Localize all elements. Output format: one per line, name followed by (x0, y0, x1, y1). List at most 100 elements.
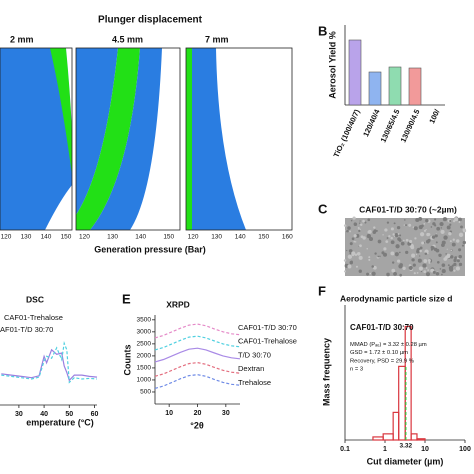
texture (454, 217, 459, 222)
x-tick-label: 120 (1, 234, 12, 241)
texture (351, 237, 355, 241)
x-axis-label: °2θ (190, 420, 204, 430)
histogram-bar (372, 436, 384, 441)
texture (390, 240, 395, 245)
texture (415, 253, 418, 256)
texture (458, 221, 461, 224)
texture (358, 229, 361, 233)
annotation: GSD = 1.72 ± 0.10 µm (350, 350, 408, 356)
histogram-bar (416, 438, 426, 441)
panel-title: Plunger displacement (98, 15, 203, 26)
texture (450, 249, 453, 252)
texture (399, 251, 401, 254)
texture (403, 239, 405, 242)
texture (441, 269, 446, 274)
texture (419, 255, 421, 257)
texture (399, 234, 402, 237)
texture (400, 241, 405, 246)
texture (368, 219, 371, 221)
texture (441, 243, 445, 247)
x-axis-label: Cut diameter (µm) (367, 456, 444, 466)
texture (427, 258, 431, 263)
texture (413, 226, 418, 231)
texture (430, 226, 433, 228)
series-line (1, 348, 98, 382)
bar (348, 39, 362, 106)
texture (449, 223, 452, 226)
texture (394, 233, 399, 238)
texture (435, 248, 440, 253)
texture (427, 238, 431, 243)
legend-label: Dextran (238, 364, 264, 373)
y-tick-label: 2500 (137, 341, 152, 348)
texture (368, 258, 371, 261)
texture (369, 237, 374, 242)
texture (427, 233, 431, 236)
y-tick-label: 500 (140, 389, 151, 396)
texture (423, 229, 427, 232)
texture (436, 261, 440, 264)
subpanel-label: 7 mm (205, 34, 229, 44)
texture (458, 262, 463, 267)
x-tick-label: 120 (188, 234, 199, 241)
texture (413, 272, 416, 275)
texture (439, 221, 444, 227)
texture (398, 264, 403, 269)
x-tick-label: 130 (21, 234, 32, 241)
texture (373, 226, 376, 229)
x-tick-label: 20 (194, 410, 202, 417)
texture (448, 231, 452, 236)
texture (416, 271, 419, 274)
texture (372, 230, 377, 234)
y-axis-label: Counts (122, 345, 132, 376)
legend-label: CAF01-T/D 30:70 (238, 323, 297, 332)
legend-label: Trehalose (238, 378, 271, 387)
texture (366, 233, 372, 239)
subpanel-label: 2 mm (10, 34, 34, 44)
texture (391, 261, 395, 264)
texture (383, 247, 387, 251)
texture (349, 230, 352, 233)
texture (423, 270, 427, 274)
texture (428, 261, 431, 264)
texture (347, 264, 352, 269)
texture (354, 241, 357, 243)
texture (430, 245, 434, 250)
texture (424, 252, 428, 255)
histogram-bar (398, 365, 406, 441)
texture (458, 232, 464, 238)
texture (415, 217, 420, 223)
texture (388, 235, 391, 238)
texture (443, 257, 448, 261)
texture (440, 227, 443, 229)
texture (453, 258, 457, 263)
texture (453, 262, 457, 267)
texture (418, 259, 421, 261)
x-tick-label: 160 (282, 234, 293, 241)
texture (390, 236, 393, 240)
texture (416, 249, 420, 254)
texture (404, 219, 406, 221)
texture (366, 247, 368, 250)
texture (456, 257, 459, 259)
texture (438, 253, 442, 257)
texture (419, 246, 423, 250)
texture (446, 253, 451, 259)
legend-label: T/D 30:70 (238, 350, 271, 359)
texture (353, 222, 357, 225)
texture (347, 226, 351, 230)
texture (386, 237, 389, 239)
texture (462, 228, 466, 232)
texture (436, 226, 441, 231)
texture (421, 241, 425, 245)
region (76, 48, 118, 215)
texture (427, 269, 430, 271)
texture (405, 250, 409, 255)
y-tick-label: 3000 (137, 329, 152, 336)
texture (441, 273, 443, 276)
texture (353, 240, 356, 243)
texture (343, 270, 347, 273)
histogram-bar (392, 411, 400, 441)
texture (392, 233, 395, 236)
texture (391, 268, 396, 273)
